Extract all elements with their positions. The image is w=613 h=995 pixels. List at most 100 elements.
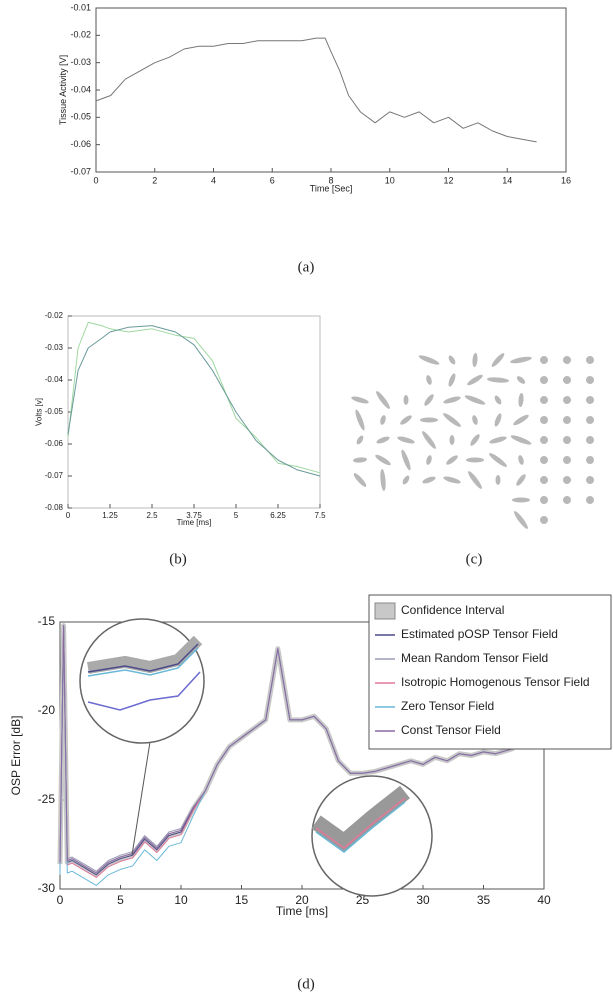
x-tick-label: 5 <box>117 893 124 907</box>
legend-swatch <box>375 603 395 619</box>
tensor-glyph <box>516 375 527 385</box>
tensor-glyph <box>584 474 595 485</box>
y-tick-label: -0.04 <box>45 375 64 384</box>
legend-label: Mean Random Tensor Field <box>401 651 548 665</box>
legend-label: Isotropic Homogenous Tensor Field <box>401 675 590 689</box>
tensor-glyph <box>442 411 463 428</box>
tensor-glyph <box>539 475 549 485</box>
tensor-glyph <box>561 414 572 425</box>
tensor-glyph <box>469 433 481 447</box>
caption: (b) <box>169 551 187 567</box>
y-tick-label: -0.02 <box>70 30 91 40</box>
tensor-glyph <box>379 415 387 426</box>
x-tick-label: 1.25 <box>102 511 118 520</box>
y-tick-label: -0.03 <box>45 343 64 352</box>
tensor-glyph <box>374 390 391 411</box>
x-tick-label: 6 <box>270 175 275 185</box>
tensor-glyph <box>425 455 433 466</box>
tensor-glyph <box>418 354 440 367</box>
tensor-glyph <box>466 470 483 491</box>
y-tick-label: -0.04 <box>70 84 91 94</box>
tensor-glyph <box>510 434 532 447</box>
tensor-glyph <box>355 434 365 445</box>
y-tick-label: -25 <box>38 792 56 806</box>
y-tick-label: -0.05 <box>45 407 64 416</box>
x-tick-label: 4 <box>211 175 216 185</box>
tensor-glyph <box>472 353 478 367</box>
tensor-glyph <box>563 436 572 445</box>
tensor-glyph <box>490 352 506 369</box>
y-axis-label: Tissue Activity [V] <box>58 55 68 125</box>
tensor-glyph <box>538 494 549 505</box>
x-axis-label: Time [Sec] <box>310 183 353 193</box>
y-tick-label: -0.02 <box>45 311 64 320</box>
tensor-glyph <box>352 472 368 489</box>
tensor-glyph <box>493 413 503 428</box>
y-axis-label: OSP Error [dB] <box>9 716 23 796</box>
caption: (d) <box>297 976 315 992</box>
x-tick-label: 14 <box>502 175 512 185</box>
tensor-glyph <box>351 395 370 405</box>
zoom-inset <box>80 619 204 743</box>
tensor-glyph <box>562 475 572 485</box>
tensor-glyph <box>586 456 595 465</box>
tensor-glyph <box>518 393 524 407</box>
y-tick-label: -0.03 <box>70 57 91 67</box>
y-tick-label: -0.06 <box>70 139 91 149</box>
tensor-glyph <box>445 454 459 466</box>
figure: 0246810121416-0.07-0.06-0.05-0.04-0.03-0… <box>0 0 613 995</box>
x-tick-label: 15 <box>235 893 249 907</box>
tensor-glyph <box>517 455 525 466</box>
tensor-glyph <box>538 394 549 405</box>
x-tick-label: 0 <box>57 893 64 907</box>
tensor-glyph <box>539 375 548 384</box>
tensor-glyph <box>450 435 455 445</box>
tensor-glyph <box>422 475 437 485</box>
tensor-glyph <box>420 418 438 423</box>
tensor-glyph <box>447 354 457 365</box>
legend-label: Const Tensor Field <box>401 723 501 737</box>
x-tick-label: 35 <box>477 893 491 907</box>
tensor-glyph <box>443 395 462 405</box>
tensor-glyph <box>540 516 548 524</box>
tensor-glyph <box>376 435 391 445</box>
y-tick-label: -15 <box>38 614 56 628</box>
x-axis-label: Time [ms] <box>276 904 328 918</box>
tensor-glyph <box>562 375 573 386</box>
tensor-glyph <box>487 377 509 384</box>
tensor-glyph <box>512 498 530 503</box>
tensor-glyph <box>540 416 549 425</box>
caption: (a) <box>298 259 315 275</box>
x-tick-label: 30 <box>416 893 430 907</box>
tensor-glyph <box>512 413 530 427</box>
tensor-glyph <box>512 510 529 531</box>
y-tick-label: -30 <box>38 881 56 895</box>
tensor-glyph <box>399 414 413 426</box>
x-tick-label: 16 <box>561 175 571 185</box>
tensor-glyph <box>374 453 392 467</box>
tensor-glyph <box>488 451 509 468</box>
tensor-glyph <box>400 449 413 471</box>
x-tick-label: 7.5 <box>314 511 326 520</box>
tensor-glyph <box>585 495 595 505</box>
tensor-glyph <box>585 415 594 424</box>
legend-label: Zero Tensor Field <box>401 699 494 713</box>
y-tick-label: -0.01 <box>70 2 91 12</box>
tensor-glyph <box>380 469 387 491</box>
x-axis-label: Time [ms] <box>177 518 212 527</box>
x-tick-label: 0 <box>66 511 71 520</box>
legend-label: Estimated pOSP Tensor Field <box>401 627 558 641</box>
tensor-glyph <box>585 355 594 364</box>
tensor-glyph <box>466 373 484 387</box>
tensor-glyph <box>425 375 433 386</box>
tensor-glyph <box>423 393 435 407</box>
tensor-glyph <box>354 409 367 431</box>
y-tick-label: -0.06 <box>45 439 64 448</box>
tensor-glyph <box>510 355 533 364</box>
caption: (c) <box>466 551 483 567</box>
y-tick-label: -0.05 <box>70 112 91 122</box>
x-tick-label: 40 <box>537 893 551 907</box>
tensor-glyph <box>585 375 596 386</box>
tensor-glyph <box>471 415 479 426</box>
tensor-glyph <box>562 355 573 366</box>
